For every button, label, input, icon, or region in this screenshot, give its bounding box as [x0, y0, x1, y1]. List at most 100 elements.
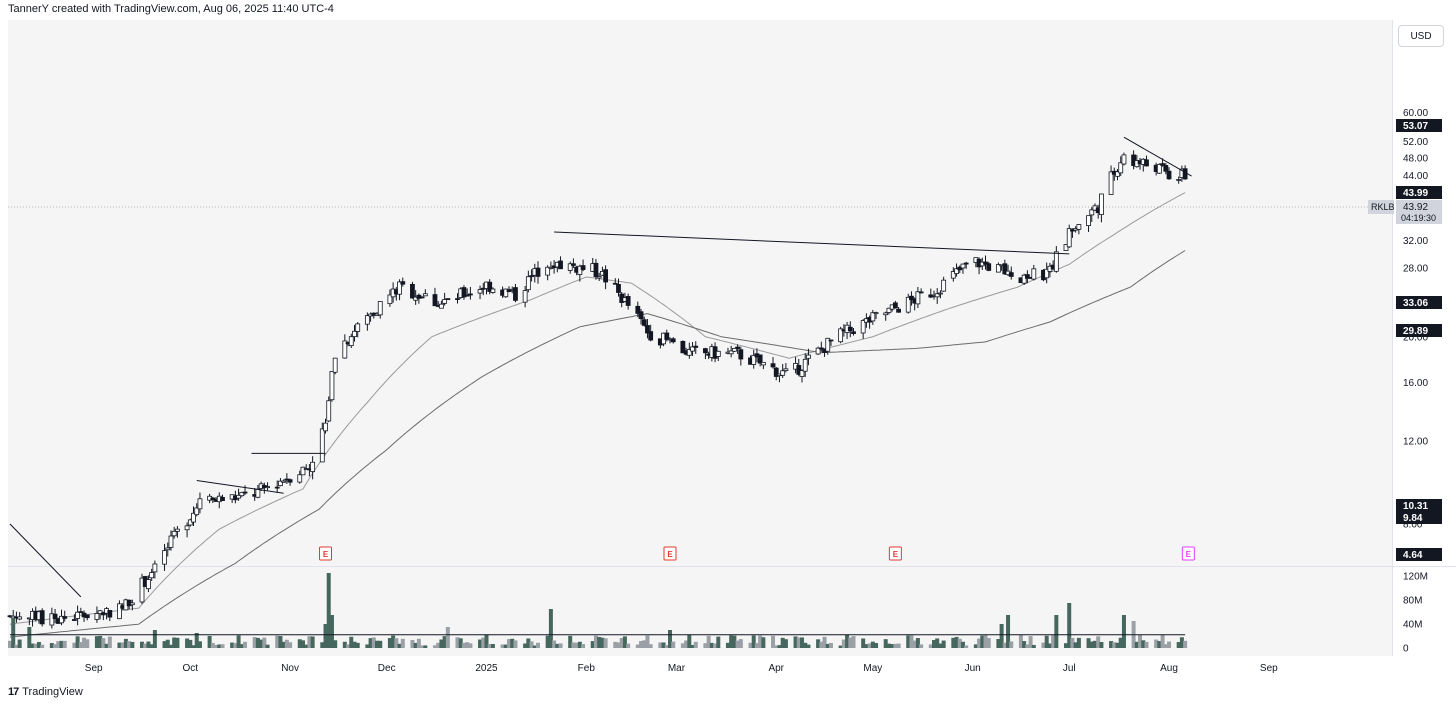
candle-body: [912, 298, 918, 304]
volume-bar: [713, 643, 718, 648]
volume-bar: [693, 641, 698, 648]
volume-bar: [777, 645, 782, 648]
candle-body: [886, 307, 892, 313]
high-value: H45.10: [271, 27, 305, 38]
candle-body: [355, 323, 361, 332]
volume-bar: [349, 636, 354, 648]
time-tick-label: Aug: [1160, 663, 1178, 674]
volume-value: Vol3.48M: [462, 27, 505, 38]
candle-body: [715, 350, 721, 357]
volume-bar: [915, 638, 920, 648]
candle-body: [896, 308, 901, 313]
volume-bar: [1163, 644, 1168, 648]
volume-bar: [912, 640, 917, 648]
volume-bar: [416, 638, 421, 648]
tradingview-brand[interactable]: 17 TradingView: [8, 686, 83, 698]
candle-body: [71, 619, 77, 621]
candle-body: [703, 348, 708, 354]
candle-body: [252, 494, 258, 497]
volume-bar: [461, 642, 466, 648]
candle-body: [838, 328, 844, 343]
volume-bar: [394, 638, 399, 648]
badge-29-bg: [1396, 324, 1442, 337]
volume-bar: [439, 639, 444, 648]
volume-bar: [803, 642, 808, 648]
volume-bar: [387, 638, 392, 648]
ma-badge-bg: [1396, 186, 1442, 199]
candle-body: [574, 266, 580, 273]
candle-body: [770, 363, 776, 368]
candle-body: [1005, 270, 1011, 276]
candle-body: [532, 268, 538, 276]
candle-body: [593, 262, 599, 277]
candle-body: [1002, 263, 1008, 275]
volume-bar: [487, 643, 492, 648]
volume-bar: [964, 645, 969, 648]
volume-bar: [323, 624, 328, 648]
candle-body: [664, 332, 670, 340]
candle-body: [806, 354, 811, 359]
candle-body: [525, 276, 531, 291]
created-by-text: TannerY created with TradingView.com, Au…: [8, 3, 334, 15]
tradingview-logo-icon: 17: [8, 686, 19, 698]
candle-body: [1053, 251, 1059, 272]
volume-bar: [481, 637, 486, 648]
candle-body: [558, 260, 563, 270]
volume-bar: [845, 635, 850, 648]
candle-body: [1153, 164, 1159, 172]
time-tick-label: Nov: [281, 663, 299, 674]
candle-body: [149, 572, 155, 579]
candle-body: [236, 494, 241, 499]
volume-bar: [484, 634, 489, 648]
volume-bar: [796, 637, 801, 648]
candle-body: [104, 608, 109, 614]
candle-body: [973, 257, 979, 264]
volume-bar: [217, 644, 222, 648]
candle-body: [55, 618, 61, 624]
volume-bar: [185, 638, 190, 648]
volume-bar: [346, 644, 351, 648]
volume-bar: [626, 643, 631, 648]
candle-body: [458, 288, 464, 298]
currency-button[interactable]: USD: [1398, 25, 1444, 47]
volume-bar: [1160, 635, 1165, 648]
candle-body: [757, 354, 763, 364]
candle-body: [413, 296, 419, 301]
candle-body: [1118, 162, 1124, 174]
price-pane-bg: [8, 20, 1392, 566]
volume-bar: [1006, 615, 1011, 648]
candle-body: [545, 266, 551, 276]
volume-pane-bg: [8, 567, 1392, 656]
candle-body: [754, 353, 760, 358]
volume-bar: [214, 644, 219, 648]
volume-bar: [478, 639, 483, 648]
candle-body: [216, 495, 222, 503]
time-tick-label: Oct: [183, 663, 199, 674]
volume-bar: [668, 630, 672, 648]
volume-bar: [709, 642, 714, 648]
time-axis-ticks: Sep Oct Nov Dec 2025 Feb Mar Apr May Jun Jul Aug Sep: [85, 663, 1278, 674]
volume-bar: [143, 643, 148, 648]
candle-body: [728, 350, 734, 355]
candle-body: [883, 312, 889, 316]
volume-bar: [281, 641, 286, 648]
volume-bar: [941, 640, 946, 648]
candles-layer: [7, 150, 1188, 629]
candle-body: [738, 349, 744, 360]
candle-body: [171, 530, 177, 537]
earnings-marker-icon: [663, 546, 677, 561]
badge-4: 4.64: [1403, 550, 1423, 561]
volume-bar: [503, 644, 508, 648]
time-tick-label: Sep: [1260, 663, 1278, 674]
candle-body: [329, 371, 335, 401]
candle-body: [1018, 277, 1024, 284]
price-tick-label: 12.00: [1403, 437, 1428, 448]
volume-bar: [600, 637, 605, 648]
time-tick-label: May: [863, 663, 882, 674]
volume-bar: [8, 640, 12, 648]
symbol-title[interactable]: RKLB · Rocket Lab Corporation · 1D · NAS…: [12, 27, 226, 38]
candle-body: [326, 400, 332, 422]
candle-body: [261, 485, 267, 489]
volume-bar: [75, 636, 80, 648]
